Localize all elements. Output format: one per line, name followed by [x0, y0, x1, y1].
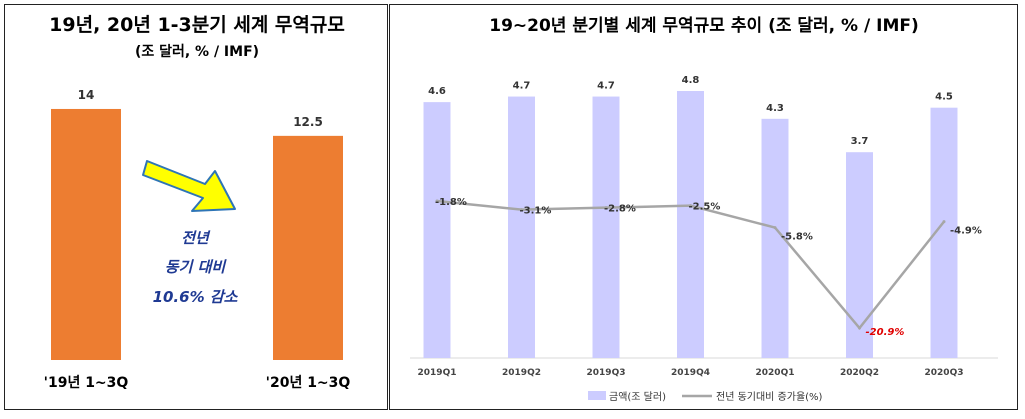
legend-swatch-bars [588, 391, 606, 400]
right-bar-value-label: 4.6 [428, 86, 446, 97]
left-category-label: '19년 1~3Q [44, 375, 129, 391]
growth-rate-label: -2.8% [604, 204, 636, 215]
growth-rate-point [689, 204, 692, 208]
growth-rate-point [435, 199, 439, 203]
left-category-label: '20년 1~3Q [266, 375, 351, 391]
right-category-label: 2020Q3 [925, 368, 964, 378]
growth-rate-label: -5.8% [781, 232, 813, 243]
left-bar-value-label: 12.5 [293, 115, 323, 129]
right-category-label: 2019Q4 [671, 368, 710, 378]
left-chart-subtitle: (조 달러, % / IMF) [135, 44, 259, 60]
legend-label-bars: 금액(조 달러) [609, 391, 666, 403]
right-chart-panel: 19~20년 분기별 세계 무역규모 추이 (조 달러, % / IMF) 4.… [389, 4, 1018, 410]
right-category-label: 2019Q2 [502, 368, 541, 378]
right-combo-chart: 19~20년 분기별 세계 무역규모 추이 (조 달러, % / IMF) 4.… [410, 15, 998, 403]
right-bar-value-label: 4.7 [597, 81, 615, 92]
right-bar [423, 102, 451, 358]
right-bar [508, 96, 535, 358]
right-category-label: 2019Q1 [418, 368, 457, 378]
left-chart-panel: 19년, 20년 1-3분기 세계 무역규모 (조 달러, % / IMF) 1… [4, 4, 388, 410]
right-bar-value-label: 4.5 [935, 92, 953, 103]
right-bar-value-label: 4.7 [513, 81, 531, 92]
callout-line-1: 전년 [181, 229, 211, 247]
right-bar-value-label: 4.3 [766, 103, 784, 114]
growth-rate-label: -2.5% [689, 202, 721, 213]
right-chart-title: 19~20년 분기별 세계 무역규모 추이 (조 달러, % / IMF) [489, 15, 919, 36]
growth-rate-point [520, 208, 523, 212]
growth-rate-point [942, 220, 946, 224]
right-category-label: 2020Q2 [840, 368, 879, 378]
legend: 금액(조 달러) 전년 동기대비 증가율(%) [588, 391, 823, 403]
growth-rate-point [858, 326, 861, 330]
left-bar [273, 135, 343, 360]
growth-rate-label: -1.8% [435, 197, 467, 208]
growth-rate-label: -4.9% [950, 226, 982, 237]
yellow-right-down-arrow-icon [142, 160, 236, 212]
right-bar [677, 91, 704, 358]
growth-rate-label: -20.9% [866, 327, 905, 338]
right-bar-value-label: 4.8 [682, 75, 700, 86]
right-bar [592, 96, 620, 358]
callout-line-3: 10.6% 감소 [153, 288, 239, 306]
left-bar [51, 108, 121, 360]
right-bar-value-label: 3.7 [851, 136, 869, 147]
right-category-label: 2020Q1 [756, 368, 795, 378]
growth-rate-point [773, 226, 777, 230]
right-bar [846, 152, 873, 358]
growth-rate-point [604, 206, 608, 210]
left-bar-chart: 19년, 20년 1-3분기 세계 무역규모 (조 달러, % / IMF) 1… [44, 14, 351, 391]
growth-rate-label: -3.1% [520, 206, 552, 217]
left-chart-title: 19년, 20년 1-3분기 세계 무역규모 [49, 14, 345, 36]
right-category-label: 2019Q3 [587, 368, 626, 378]
callout-line-2: 동기 대비 [165, 258, 228, 276]
legend-label-line: 전년 동기대비 증가율(%) [716, 391, 823, 403]
left-bar-value-label: 14 [78, 88, 95, 102]
